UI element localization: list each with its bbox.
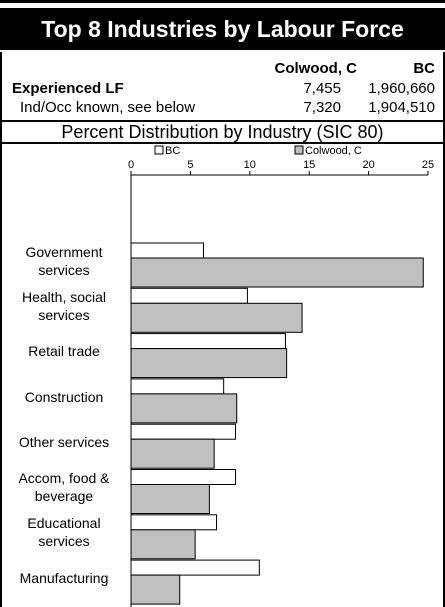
header-title: Top 8 Industries by Labour Force [0,8,445,50]
cell: 1,904,510 [368,99,435,116]
chart-area [0,144,445,607]
bar [130,348,288,379]
column-header: BC [413,60,435,77]
bar [130,393,238,424]
category-label: Accom, food & beverage [18,470,110,505]
bar [130,378,225,395]
bar [130,529,196,560]
column-header: Colwood, C [274,60,358,77]
legend-label: Colwood, C [305,145,362,157]
x-tick-label: 0 [128,159,134,171]
bar [130,484,210,514]
bar [130,438,215,469]
category-label: Educational services [27,515,101,550]
top-rule [0,0,445,3]
bar [130,469,237,485]
bar [130,423,237,440]
bar [130,242,204,259]
x-tick-label: 5 [187,159,193,171]
x-tick-label: 20 [362,159,374,171]
bar [130,559,260,576]
bar [130,302,303,333]
bar [130,333,286,350]
category-label: Retail trade [28,343,100,360]
x-tick-label: 15 [303,159,315,171]
category-label: Government services [25,243,103,278]
summary-table: Colwood, C BC Experienced LF 7,455 1,960… [0,52,445,120]
bar [130,574,181,605]
legend-swatch [154,145,164,155]
cell: 7,320 [303,99,341,116]
category-label: Other services [18,433,110,450]
legend-label: BC [165,145,180,157]
category-label: Manufacturing [19,569,109,586]
row-label: Ind/Occ known, see below [20,99,196,116]
subtitle: Percent Distribution by Industry (SIC 80… [0,120,445,144]
legend-swatch [294,145,304,155]
cell: 1,960,660 [368,80,435,97]
x-tick-label: 25 [422,159,434,171]
bar [130,257,424,288]
x-tick-label: 10 [244,159,256,171]
bar [130,287,248,304]
category-label: Health, social services [21,288,107,323]
bar [130,514,218,531]
category-label: Construction [24,388,104,405]
row-label: Experienced LF [12,80,124,97]
cell: 7,455 [303,80,341,97]
